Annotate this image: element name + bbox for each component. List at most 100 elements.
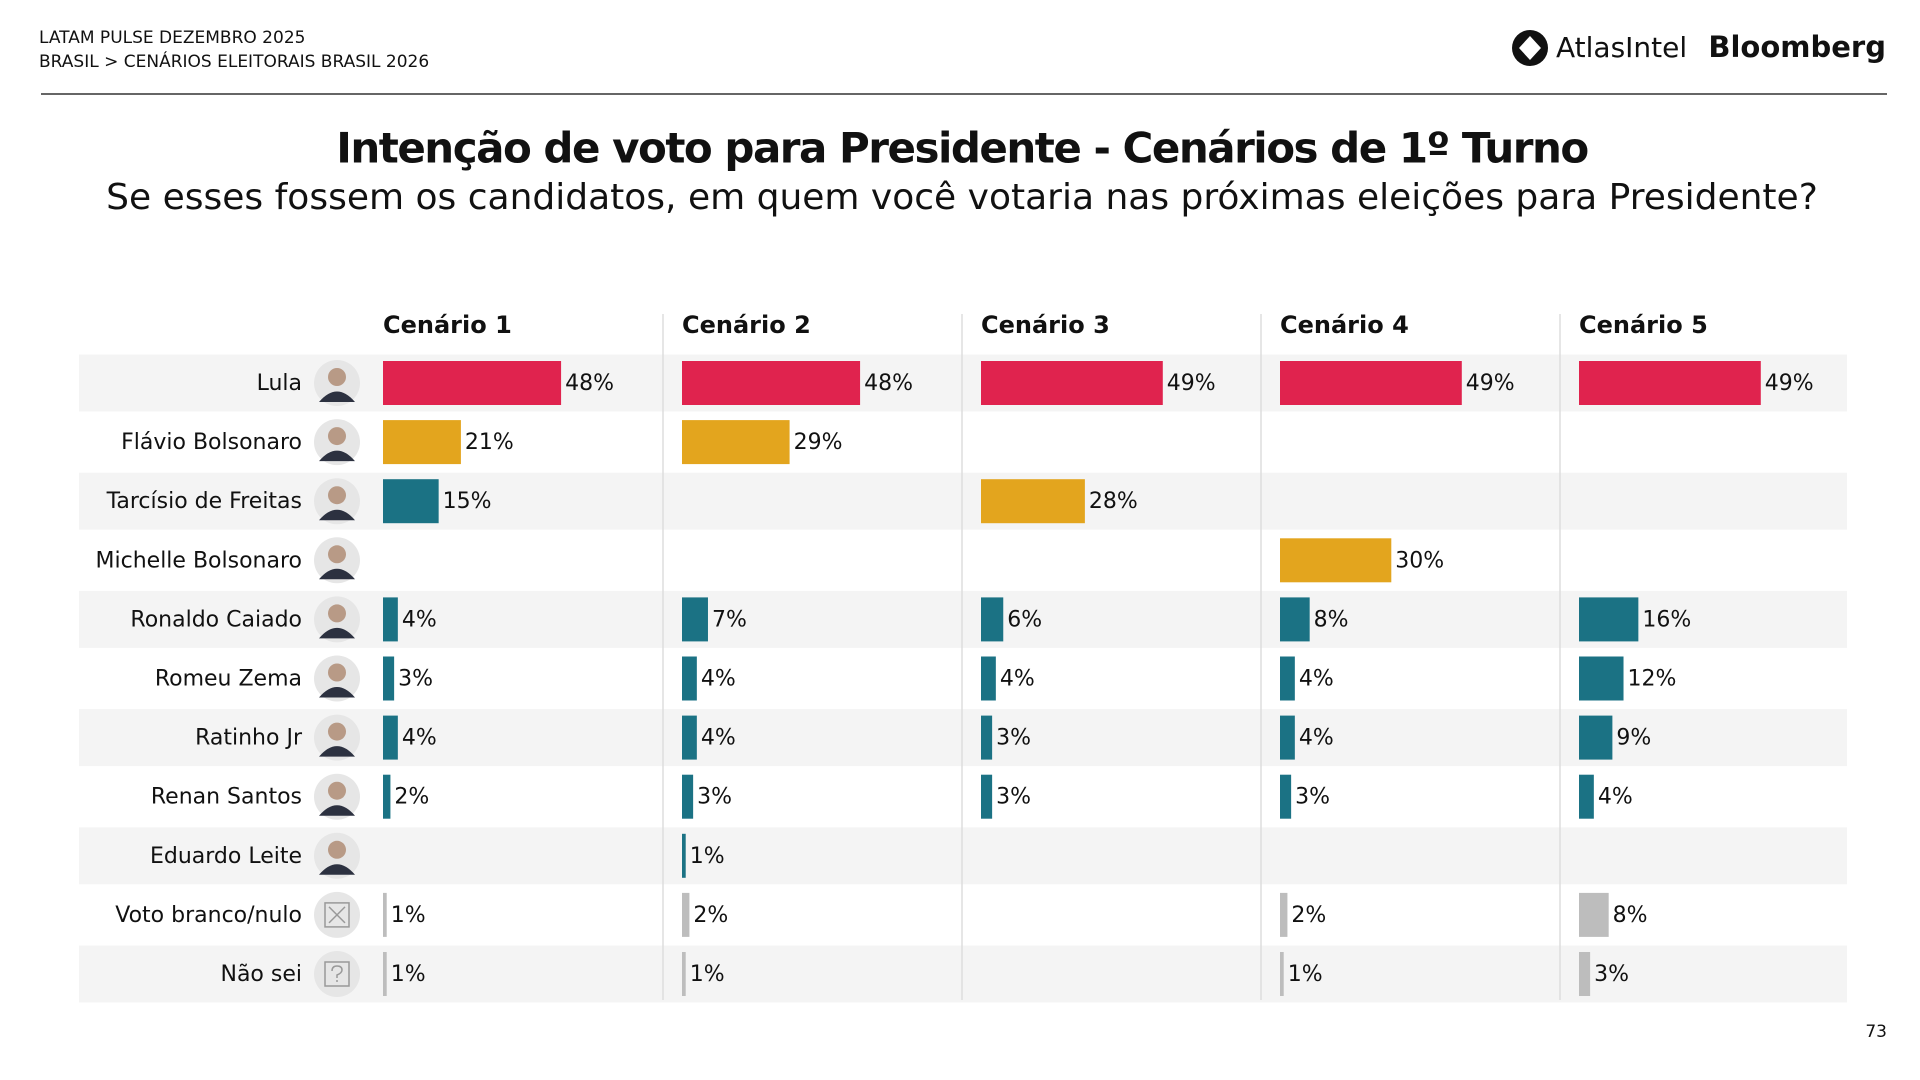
icon-question [331, 965, 343, 982]
chart: Lula Flávio Bolsonaro Tarcísio de Freitas M… [79, 311, 1847, 1003]
avatar-body [319, 450, 355, 462]
value-label: 3% [697, 785, 732, 810]
value-label: 1% [690, 844, 725, 869]
bar [1579, 597, 1639, 642]
value-label: 48% [864, 371, 913, 396]
bar [383, 656, 395, 701]
value-label: 28% [1089, 489, 1138, 514]
value-label: 1% [391, 962, 426, 987]
panel-title: Cenário 1 [383, 311, 512, 339]
bar [981, 715, 993, 760]
bar [682, 597, 708, 642]
value-label: 2% [693, 903, 728, 928]
row-band [79, 709, 1847, 767]
bar [1280, 892, 1288, 937]
bar [1280, 656, 1295, 701]
bar [682, 656, 697, 701]
panel-title: Cenário 4 [1280, 311, 1409, 339]
value-label: 4% [1299, 667, 1334, 692]
row-band [79, 945, 1847, 1003]
bar [383, 774, 391, 819]
value-label: 6% [1007, 607, 1042, 632]
value-label: 2% [394, 785, 429, 810]
value-label: 2% [1291, 903, 1326, 928]
value-label: 4% [701, 667, 736, 692]
value-label: 3% [996, 785, 1031, 810]
header-line: LATAM PULSE DEZEMBRO 2025 [39, 28, 305, 48]
bar [682, 715, 697, 760]
bar [1280, 952, 1284, 996]
value-label: 49% [1765, 371, 1814, 396]
icon-box [324, 902, 350, 928]
value-label: 16% [1642, 607, 1691, 632]
row-band [79, 590, 1847, 648]
avatar-head [328, 545, 346, 564]
category-label: Ronaldo Caiado [130, 607, 302, 632]
bar [981, 479, 1085, 524]
avatar-head [328, 604, 346, 623]
value-label: 4% [701, 726, 736, 751]
bar [1280, 361, 1462, 405]
logo: AtlasIntel [1556, 31, 1687, 64]
bar [682, 952, 686, 996]
value-label: 49% [1167, 371, 1216, 396]
category-label: Não sei [220, 962, 302, 987]
row-band [79, 472, 1847, 530]
avatar-head [328, 368, 346, 386]
value-label: 3% [398, 667, 433, 692]
category-label: Romeu Zema [155, 667, 302, 692]
bar [383, 892, 387, 937]
bar [1280, 597, 1310, 642]
icon-box [324, 961, 350, 987]
avatar-body [319, 746, 355, 757]
avatar-body [319, 391, 355, 402]
avatar-head [328, 840, 346, 859]
bar [981, 774, 993, 819]
value-label: 8% [1613, 903, 1648, 928]
value-label: 3% [1295, 785, 1330, 810]
avatar-head [328, 781, 346, 800]
value-label: 15% [443, 489, 492, 514]
logo-icon [1519, 36, 1541, 60]
value-label: 4% [1598, 785, 1633, 810]
bar [383, 715, 398, 760]
category-label: Ratinho Jr [195, 726, 303, 751]
chart-title: Intenção de voto para Presidente - Cenár… [336, 124, 1588, 173]
category-label: Renan Santos [151, 785, 302, 810]
avatar [314, 951, 360, 997]
panel-title: Cenário 5 [1579, 311, 1708, 339]
avatar-body [319, 627, 355, 639]
avatar-head [328, 427, 346, 446]
value-label: 12% [1628, 667, 1677, 692]
avatar-body [319, 568, 355, 580]
panel-title: Cenário 2 [682, 311, 811, 339]
avatar-body [319, 687, 355, 698]
value-label: 7% [712, 607, 747, 632]
value-label: 4% [1299, 726, 1334, 751]
avatar-body [319, 805, 355, 816]
category-label: Flávio Bolsonaro [121, 430, 302, 455]
bar [383, 597, 398, 642]
avatar-body [319, 864, 355, 875]
bar [1579, 361, 1761, 405]
row-band [79, 354, 1847, 412]
value-label: 8% [1314, 607, 1349, 632]
bar [1280, 538, 1392, 583]
value-label: 4% [402, 726, 437, 751]
bar [682, 774, 694, 819]
bar [682, 361, 861, 405]
bar [1579, 715, 1613, 760]
bar [682, 833, 686, 878]
page-number: 73 [1865, 1022, 1887, 1042]
avatar-head [328, 663, 346, 682]
bar [1280, 715, 1295, 760]
value-label: 3% [1594, 962, 1629, 987]
bar [1579, 774, 1594, 819]
bar [682, 420, 790, 465]
header-line: BRASIL > CENÁRIOS ELEITORAIS BRASIL 2026 [39, 50, 429, 72]
value-label: 4% [1000, 667, 1035, 692]
value-label: 30% [1395, 548, 1444, 573]
bar [1280, 774, 1292, 819]
category-label: Voto branco/nulo [115, 903, 302, 928]
